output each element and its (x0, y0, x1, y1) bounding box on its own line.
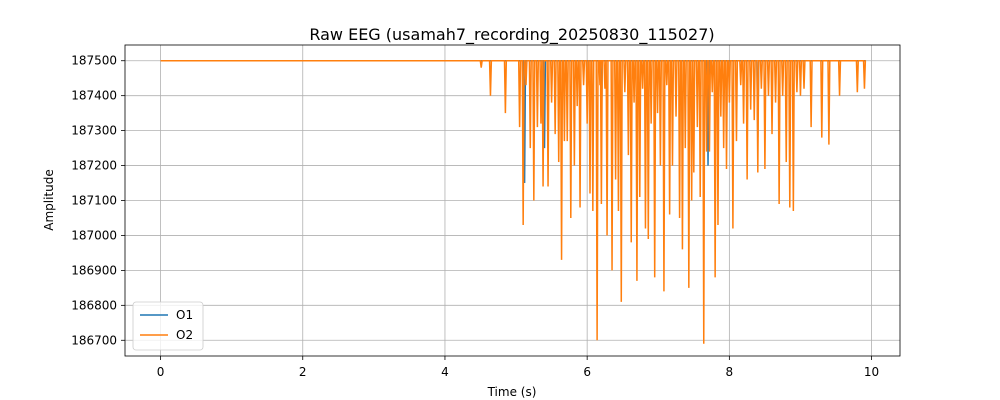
x-tick-label: 4 (441, 365, 449, 379)
y-tick-label: 187100 (71, 194, 117, 208)
y-tick-label: 187000 (71, 228, 117, 242)
y-tick-label: 186900 (71, 263, 117, 277)
y-tick-label: 187200 (71, 159, 117, 173)
y-tick-label: 186800 (71, 298, 117, 312)
x-tick-label: 6 (583, 365, 591, 379)
legend-label-o1: O1 (176, 308, 193, 322)
y-tick-label: 187300 (71, 124, 117, 138)
y-tick-label: 187400 (71, 89, 117, 103)
series-line-o2 (160, 59, 867, 344)
x-tick-label: 2 (299, 365, 307, 379)
legend: O1 O2 (132, 301, 204, 351)
y-tick-label: 187500 (71, 54, 117, 68)
legend-box (132, 301, 204, 351)
x-tick-label: 10 (864, 365, 879, 379)
x-axis-label: Time (s) (487, 385, 537, 399)
axes-frame (124, 44, 901, 357)
legend-label-o2: O2 (176, 328, 193, 342)
x-tick-label: 0 (157, 365, 165, 379)
plot-area (160, 59, 867, 344)
chart-title: Raw EEG (usamah7_recording_20250830_1150… (309, 25, 714, 45)
axes: 0 2 4 6 8 10 186700 186800 186900 187000 187100 187… (71, 54, 879, 379)
y-tick-label: 186700 (71, 333, 117, 347)
x-tick-label: 8 (726, 365, 734, 379)
y-axis-label: Amplitude (42, 169, 56, 231)
